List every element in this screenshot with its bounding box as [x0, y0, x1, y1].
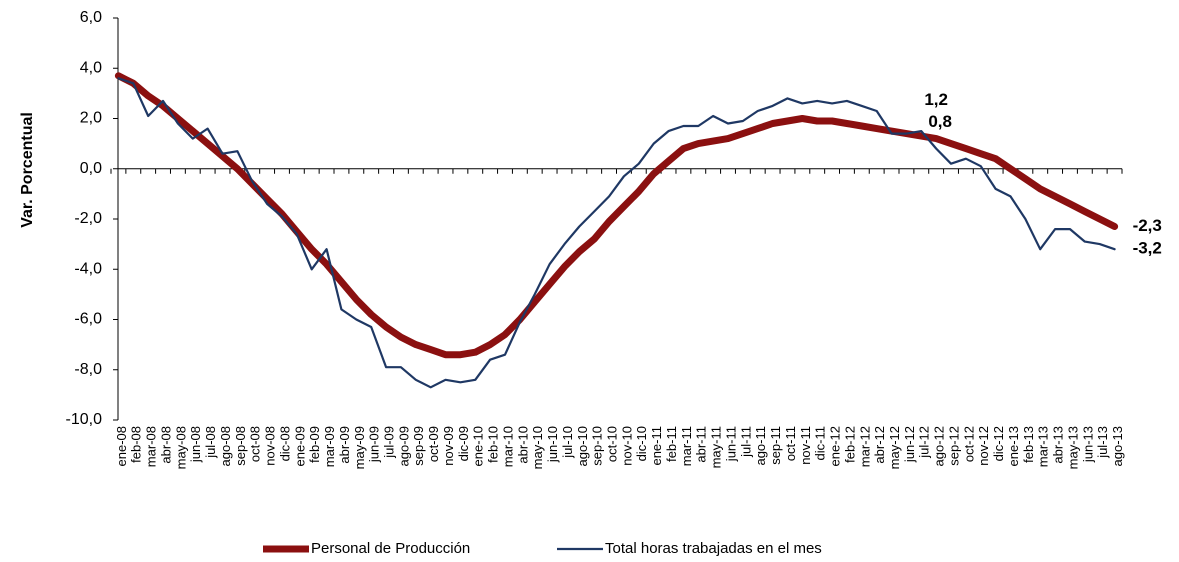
- x-tick-label: jun-09: [367, 426, 382, 463]
- x-tick-label: mar-09: [322, 426, 337, 467]
- x-tick-label: may-11: [709, 426, 724, 468]
- series-line: [114, 72, 1119, 359]
- x-tick-label: oct-08: [248, 426, 263, 462]
- x-tick-label: sep-10: [590, 426, 605, 466]
- x-tick-label: may-09: [352, 426, 367, 469]
- y-tick-label: 6,0: [80, 9, 102, 26]
- x-tick-label: may-08: [173, 426, 188, 469]
- x-tick-label: abr-10: [515, 426, 530, 464]
- x-tick-label: abr-12: [872, 426, 887, 464]
- x-tick-label: dic-11: [813, 426, 828, 460]
- x-tick-label: jul-10: [560, 426, 575, 459]
- x-tick-label: jun-08: [188, 426, 203, 463]
- x-tick-label: ene-08: [114, 426, 129, 466]
- x-tick-label: dic-08: [277, 426, 292, 461]
- y-tick-label: -10,0: [66, 411, 103, 428]
- x-tick-label: ago-10: [575, 426, 590, 466]
- x-tick-label: abr-13: [1051, 426, 1066, 464]
- x-tick-label: jun-10: [545, 426, 560, 463]
- y-tick-label: -6,0: [74, 311, 102, 328]
- x-tick-label: jul-08: [203, 426, 218, 459]
- x-tick-label: mar-11: [679, 426, 694, 466]
- series-line: [117, 77, 1116, 389]
- x-tick-label: oct-12: [961, 426, 976, 462]
- x-tick-label: nov-10: [619, 426, 634, 466]
- x-tick-label: dic-09: [456, 426, 471, 461]
- x-tick-label: jul-09: [381, 426, 396, 459]
- x-tick-label: feb-08: [129, 426, 144, 463]
- x-tick-label: ene-11: [649, 426, 664, 466]
- y-tick-label: -2,0: [74, 210, 102, 227]
- x-tick-label: dic-10: [634, 426, 649, 461]
- y-axis-title: Var. Porcentual: [19, 112, 36, 228]
- x-tick-label: feb-12: [842, 426, 857, 463]
- x-tick-label: mar-12: [857, 426, 872, 467]
- x-tick-label: jul-13: [1095, 426, 1110, 459]
- x-tick-label: abr-11: [694, 426, 709, 463]
- x-tick-label: jul-11: [738, 426, 753, 458]
- y-tick-label: 0,0: [80, 160, 102, 177]
- x-tick-label: nov-08: [263, 426, 278, 466]
- x-tick-label: abr-08: [158, 426, 173, 464]
- x-tick-label: ago-11: [753, 426, 768, 466]
- x-tick-label: nov-09: [441, 426, 456, 466]
- x-tick-label: dic-12: [991, 426, 1006, 461]
- x-tick-label: nov-11: [798, 426, 813, 465]
- legend-label: Total horas trabajadas en el mes: [605, 540, 822, 557]
- x-tick-label: oct-09: [426, 426, 441, 462]
- x-tick-label: sep-09: [411, 426, 426, 466]
- x-tick-label: may-12: [887, 426, 902, 469]
- x-tick-label: jun-13: [1080, 426, 1095, 463]
- x-tick-label: ago-12: [932, 426, 947, 466]
- x-tick-label: ene-10: [471, 426, 486, 466]
- x-tick-label: abr-09: [337, 426, 352, 464]
- legend-label: Personal de Producción: [311, 540, 470, 557]
- x-tick-label: ene-12: [828, 426, 843, 466]
- x-tick-label: may-13: [1065, 426, 1080, 469]
- x-tick-label: ene-13: [1006, 426, 1021, 466]
- y-tick-label: 2,0: [80, 110, 102, 127]
- x-tick-label: mar-08: [144, 426, 159, 467]
- y-tick-label: -8,0: [74, 361, 102, 378]
- x-tick-label: jun-12: [902, 426, 917, 463]
- x-tick-label: feb-09: [307, 426, 322, 463]
- x-tick-label: sep-08: [233, 426, 248, 466]
- data-label: 0,8: [928, 112, 952, 131]
- data-label: -3,2: [1133, 239, 1162, 258]
- x-tick-label: ago-13: [1110, 426, 1125, 466]
- x-tick-label: oct-11: [783, 426, 798, 461]
- y-tick-label: -4,0: [74, 260, 102, 277]
- x-tick-label: mar-13: [1036, 426, 1051, 467]
- x-tick-label: oct-10: [605, 426, 620, 462]
- x-tick-label: jun-11: [723, 426, 738, 462]
- y-tick-label: 4,0: [80, 59, 102, 76]
- x-tick-label: feb-13: [1021, 426, 1036, 463]
- x-tick-label: nov-12: [976, 426, 991, 466]
- data-label: -2,3: [1133, 216, 1162, 235]
- data-label: 1,2: [924, 90, 948, 109]
- x-tick-label: feb-11: [664, 426, 679, 462]
- x-tick-label: feb-10: [486, 426, 501, 463]
- x-tick-label: ago-09: [396, 426, 411, 466]
- x-tick-label: sep-12: [946, 426, 961, 466]
- x-tick-label: sep-11: [768, 426, 783, 465]
- x-tick-label: ago-08: [218, 426, 233, 466]
- x-tick-label: may-10: [530, 426, 545, 469]
- x-tick-label: ene-09: [292, 426, 307, 466]
- x-tick-label: mar-10: [500, 426, 515, 467]
- x-tick-label: jul-12: [917, 426, 932, 459]
